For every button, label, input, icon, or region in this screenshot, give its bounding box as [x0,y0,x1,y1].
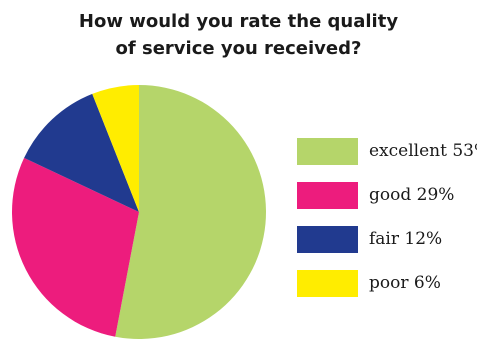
legend-swatch-poor [297,270,358,297]
legend-swatch-fair [297,226,358,253]
legend-label-fair: fair 12% [369,229,443,249]
legend-label-poor: poor 6% [369,273,441,293]
chart-title: How would you rate the quality of servic… [0,8,477,62]
chart-title-line-2: of service you received? [115,38,362,59]
pie-slice-poor [92,85,139,212]
pie-slice-good [12,157,139,337]
pie-slice-fair [24,93,140,212]
legend-label-good: good 29% [369,185,455,205]
legend-swatch-excellent [297,138,358,165]
pie-slice-excellent [115,85,266,339]
legend-label-excellent: excellent 53% [369,141,477,161]
chart-title-line-1: How would you rate the quality [78,11,399,32]
legend-swatch-good [297,182,358,209]
